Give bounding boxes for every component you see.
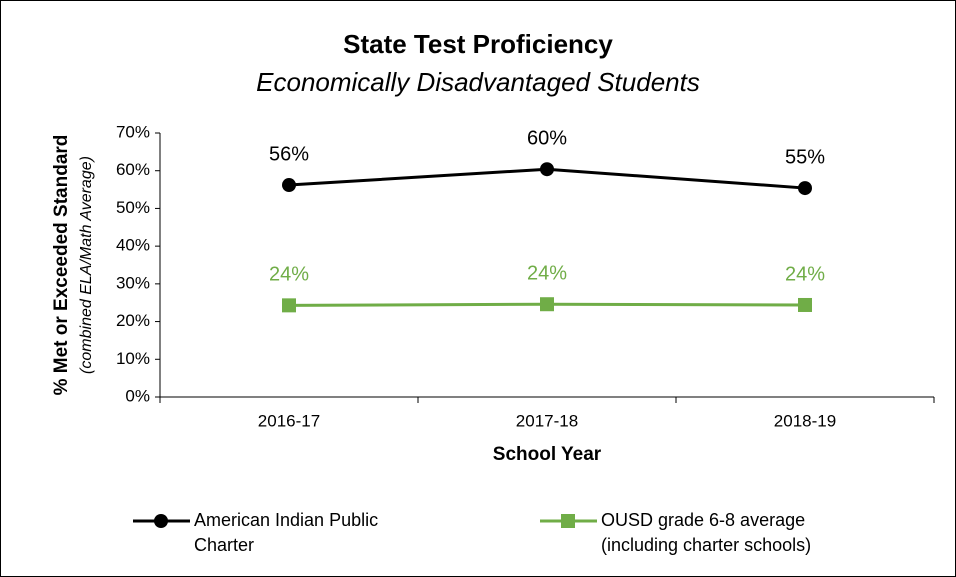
data-label: 24% xyxy=(527,263,567,285)
chart-title: State Test Proficiency xyxy=(343,29,613,59)
marker xyxy=(798,181,812,196)
y-tick-label: 10% xyxy=(116,349,150,368)
x-tick-label: 2018-19 xyxy=(774,411,836,430)
y-tick-label: 20% xyxy=(116,311,150,330)
y-axis-subtitle: (combined ELA/Math Average) xyxy=(78,156,95,374)
chart-subtitle: Economically Disadvantaged Students xyxy=(256,67,700,97)
marker xyxy=(154,514,168,528)
data-label: 56% xyxy=(269,143,309,165)
marker xyxy=(540,297,554,312)
y-tick-label: 30% xyxy=(116,273,150,292)
marker xyxy=(798,297,812,312)
y-tick-label: 70% xyxy=(116,122,150,141)
y-tick-label: 50% xyxy=(116,198,150,217)
y-tick-label: 0% xyxy=(125,386,150,405)
data-label: 60% xyxy=(527,127,567,149)
legend-label: OUSD grade 6-8 average (including charte… xyxy=(601,510,812,555)
x-tick-label: 2017-18 xyxy=(516,411,578,430)
data-label: 55% xyxy=(785,146,825,168)
x-tick-label: 2016-17 xyxy=(258,411,320,430)
legend-label: American Indian Public Charter xyxy=(194,510,379,555)
x-axis-title: School Year xyxy=(493,444,602,465)
marker xyxy=(561,514,575,528)
marker xyxy=(282,298,296,313)
y-axis-title: % Met or Exceeded Standard xyxy=(51,135,72,396)
marker xyxy=(282,178,296,193)
data-label: 24% xyxy=(785,263,825,285)
y-tick-label: 60% xyxy=(116,160,150,179)
marker xyxy=(540,162,554,177)
data-label: 24% xyxy=(269,264,309,286)
y-tick-label: 40% xyxy=(116,236,150,255)
